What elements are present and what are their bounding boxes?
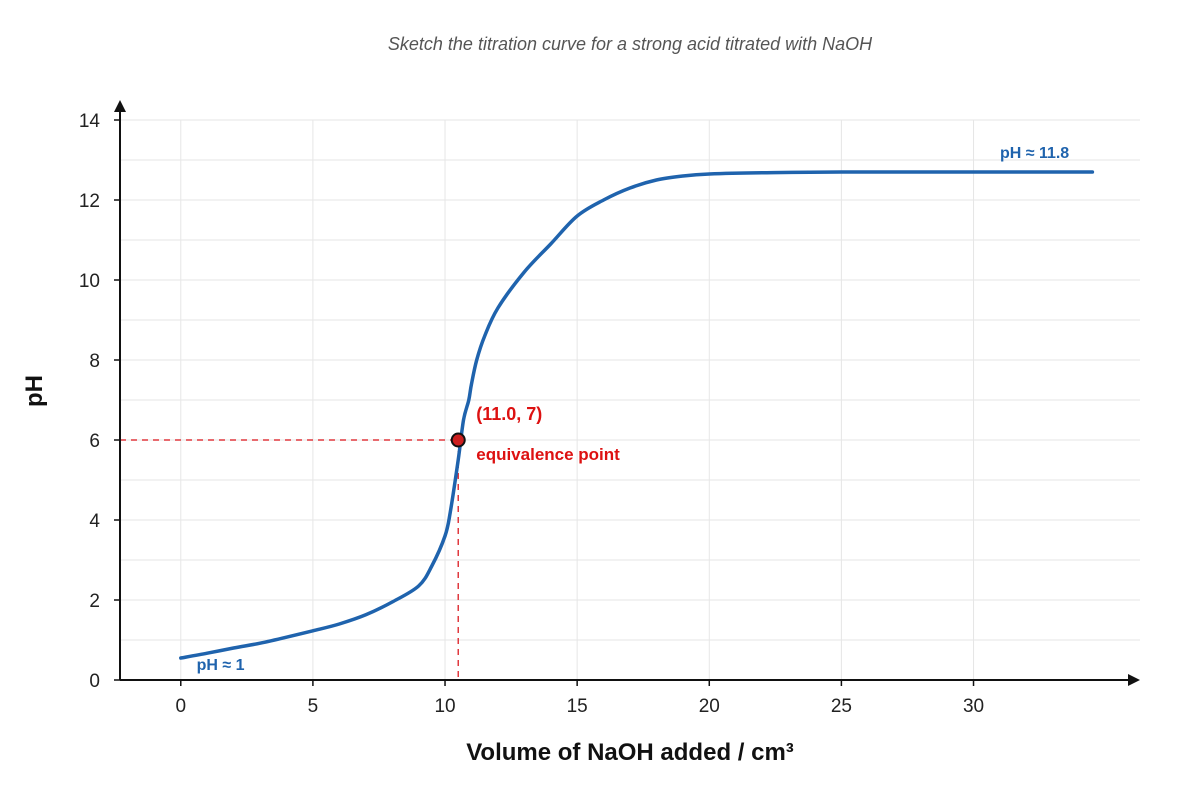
curve-layer — [179, 170, 1095, 660]
y-tick-label: 0 — [89, 671, 100, 692]
equivalence-guides — [120, 439, 459, 680]
grid — [120, 119, 1140, 680]
x-tick-label: 25 — [831, 696, 852, 717]
equivalence-point-label: equivalence point — [476, 445, 620, 464]
x-axis-title: Volume of NaOH added / cm³ — [466, 739, 794, 766]
x-axis-arrow — [1128, 674, 1140, 686]
axes: 0 5 10 15 20 25 30 0 2 4 6 8 10 12 14 — [79, 100, 1140, 717]
start-ph-label: pH ≈ 1 — [197, 657, 245, 674]
x-tick-label: 30 — [963, 696, 984, 717]
y-tick-label: 10 — [79, 271, 100, 292]
x-tick-label: 0 — [175, 696, 186, 717]
equivalence-point-marker — [450, 432, 466, 448]
x-tick-label: 15 — [567, 696, 588, 717]
x-tick-label: 10 — [434, 696, 455, 717]
equivalence-coordinates-label: (11.0, 7) — [476, 404, 542, 424]
y-tick-label: 6 — [89, 431, 100, 452]
titration-curve — [179, 170, 1095, 660]
y-tick-label: 2 — [89, 591, 100, 612]
y-tick-label: 14 — [79, 111, 101, 132]
y-tick-label: 12 — [79, 191, 100, 212]
y-axis-title: pH — [21, 375, 48, 407]
end-ph-label: pH ≈ 11.8 — [1000, 145, 1069, 162]
y-tick-label: 4 — [89, 511, 100, 532]
y-tick-label: 8 — [89, 351, 100, 372]
x-tick-label: 5 — [308, 696, 319, 717]
x-tick-label: 20 — [699, 696, 720, 717]
y-axis-arrow — [114, 100, 126, 112]
chart-title: Sketch the titration curve for a strong … — [388, 34, 873, 54]
annotations: (11.0, 7) equivalence point pH ≈ 1 pH ≈ 11.… — [197, 145, 1070, 674]
